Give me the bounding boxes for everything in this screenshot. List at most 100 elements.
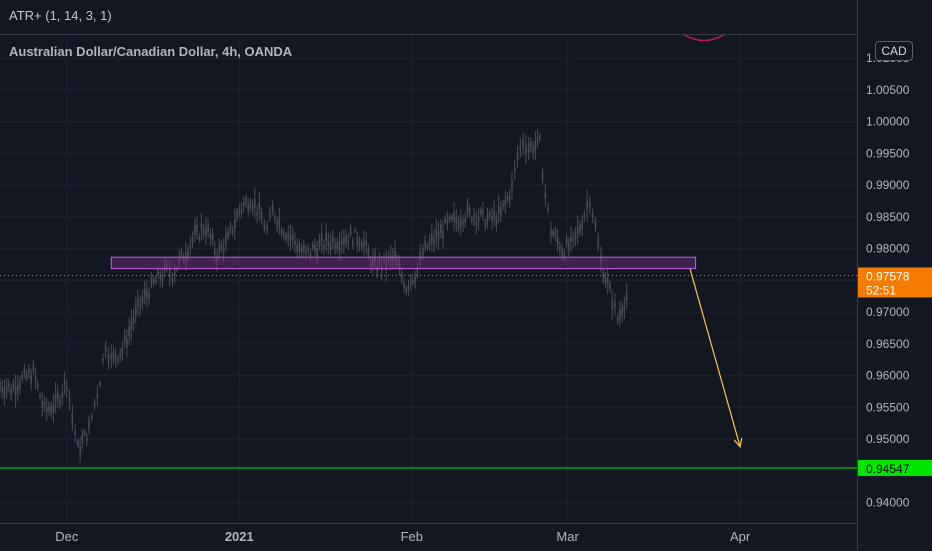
candle-body <box>23 367 26 374</box>
indicator-label[interactable]: ATR+ (1, 14, 3, 1) <box>9 8 112 23</box>
candle-body <box>334 243 336 249</box>
candle-body <box>289 234 292 241</box>
candle-body <box>245 197 247 204</box>
candle-body <box>403 283 405 289</box>
candle-body <box>433 237 435 245</box>
candle-body <box>504 199 507 205</box>
candle-body <box>1 386 4 393</box>
candle-body <box>254 198 256 208</box>
candle-body <box>559 246 561 251</box>
candle-body <box>398 260 401 271</box>
candle-body <box>41 400 44 408</box>
candle-body <box>185 252 187 261</box>
candle-body <box>52 404 55 413</box>
arrow-head <box>733 437 743 449</box>
candle-body <box>3 388 6 397</box>
candle-body <box>189 243 192 248</box>
candle-body <box>374 253 376 263</box>
candle-body <box>71 413 74 422</box>
y-tick-label: 0.98500 <box>866 210 910 224</box>
candle-body <box>198 235 201 240</box>
candle-body <box>493 209 495 218</box>
candle-body <box>249 201 252 209</box>
candle-body <box>383 256 385 260</box>
candle-body <box>79 445 81 454</box>
candle-body <box>155 277 157 283</box>
candle-body <box>464 217 467 223</box>
candle-body <box>491 215 493 222</box>
candle-body <box>63 380 66 386</box>
candle-body <box>50 406 52 415</box>
candle-body <box>96 393 99 398</box>
candle-body <box>110 354 113 359</box>
candle-body <box>121 348 124 354</box>
candle-body <box>236 211 238 218</box>
candle-body <box>104 346 107 353</box>
candle-body <box>77 440 79 446</box>
candle-body <box>117 358 119 362</box>
drawings[interactable] <box>0 33 857 469</box>
candle-body <box>48 405 50 412</box>
candle-body <box>482 210 484 214</box>
partial-circle-drawing <box>682 33 726 42</box>
candle-body <box>314 244 316 251</box>
candle-body <box>107 354 110 363</box>
candle-body <box>619 309 621 319</box>
candle-body <box>182 256 185 262</box>
candle-body <box>497 205 500 213</box>
candle-body <box>457 220 460 229</box>
candle-body <box>99 382 101 386</box>
candle-body <box>591 213 594 218</box>
candle-body <box>200 223 203 231</box>
candle-body <box>86 437 88 441</box>
price-axis[interactable] <box>857 0 932 550</box>
candle-body <box>234 219 236 229</box>
candle-body <box>327 240 330 247</box>
candle-body <box>68 398 71 402</box>
candle-body <box>616 317 619 322</box>
candle-body <box>209 234 212 239</box>
candle-body <box>426 245 429 249</box>
candle-body <box>372 257 374 265</box>
candle-body <box>283 232 285 237</box>
candle-body <box>296 244 298 252</box>
candle-body <box>550 229 552 236</box>
candle-body <box>561 248 563 256</box>
candle-body <box>146 289 148 299</box>
candle-body <box>352 241 354 246</box>
candle-body <box>448 216 451 220</box>
candle-body <box>211 233 214 241</box>
currency-badge[interactable]: CAD <box>875 41 913 61</box>
candle-body <box>385 261 388 271</box>
candle-body <box>442 231 444 239</box>
candle-body <box>28 368 30 374</box>
candle-body <box>621 308 623 317</box>
candle-body <box>220 244 223 250</box>
candle-body <box>74 431 76 435</box>
candle-body <box>360 241 363 248</box>
candle-body <box>247 204 249 211</box>
candle-body <box>216 257 218 263</box>
candle-body <box>396 257 399 265</box>
candle-body <box>589 201 591 208</box>
candle-body <box>240 208 243 213</box>
candle-body <box>611 300 613 310</box>
candle-body <box>522 139 524 148</box>
indicator-pane[interactable]: ATR+ (1, 14, 3, 1) <box>0 0 857 35</box>
candle-body <box>466 204 469 212</box>
candle-body <box>134 305 137 315</box>
candle-body <box>88 420 90 430</box>
candle-body <box>59 399 61 405</box>
time-axis[interactable] <box>0 523 857 551</box>
candle-body <box>65 386 68 392</box>
candle-body <box>516 152 519 161</box>
candle-body <box>114 356 117 360</box>
candle-body <box>405 288 408 293</box>
candle-body <box>414 276 416 284</box>
candle-body <box>0 382 1 389</box>
candle-body <box>187 250 189 258</box>
candle-body <box>502 203 504 207</box>
candle-body <box>139 304 142 308</box>
